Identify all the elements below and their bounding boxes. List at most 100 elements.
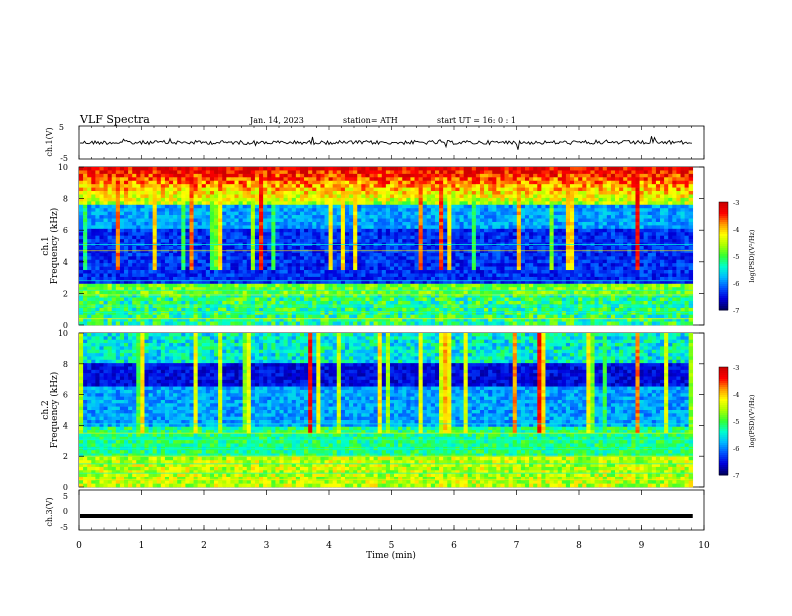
spectrogram-cell: [308, 215, 312, 219]
spectrogram-cell: [472, 219, 476, 223]
spectrogram-cell: [443, 181, 447, 185]
spectrogram-cell: [116, 277, 120, 281]
spectrogram-cell: [500, 270, 504, 274]
spectrogram-cell: [410, 229, 414, 233]
spectrogram-cell: [415, 239, 419, 243]
spectrogram-cell: [382, 212, 386, 216]
spectrogram-cell: [292, 191, 296, 195]
spectrogram-cell: [226, 267, 230, 271]
spectrogram-cell: [541, 188, 545, 192]
spectrogram-cell: [431, 273, 435, 277]
spectrogram-cell: [263, 184, 267, 188]
spectrogram-cell: [79, 249, 83, 253]
spectrogram-cell: [189, 205, 193, 209]
spectrogram-cell: [492, 246, 496, 250]
spectrogram-cell: [509, 249, 513, 253]
spectrogram-cell: [198, 201, 202, 205]
spectrogram-cell: [599, 263, 603, 267]
spectrogram-cell: [492, 270, 496, 274]
spectrogram-cell: [676, 267, 680, 271]
spectrogram-cell: [353, 167, 357, 171]
spectrogram-cell: [320, 246, 324, 250]
spectrogram-cell: [226, 232, 230, 236]
spectrogram-cell: [517, 174, 521, 178]
spectrogram-cell: [680, 253, 684, 257]
spectrogram-cell: [341, 215, 345, 219]
spectrogram-cell: [116, 253, 120, 257]
spectrogram-cell: [685, 256, 689, 260]
spectrogram-cell: [513, 167, 517, 171]
spectrogram-cell: [308, 256, 312, 260]
spectrogram-cell: [99, 222, 103, 226]
spectrogram-cell: [607, 212, 611, 216]
spectrogram-cell: [153, 222, 157, 226]
spectrogram-cell: [226, 198, 230, 202]
spectrogram-cell: [415, 215, 419, 219]
spectrogram-cell: [214, 170, 218, 174]
spectrogram-cell: [304, 232, 308, 236]
spectrogram-cell: [194, 270, 198, 274]
spectrogram-cell: [406, 277, 410, 281]
spectrogram-cell: [582, 215, 586, 219]
spectrogram-cell: [439, 246, 443, 250]
spectrogram-cell: [108, 219, 112, 223]
spectrogram-cell: [554, 232, 558, 236]
spectrogram-cell: [210, 188, 214, 192]
spectrogram-cell: [537, 267, 541, 271]
spectrogram-cell: [668, 177, 672, 181]
spectrogram-cell: [402, 260, 406, 264]
spectrogram-cell: [521, 260, 525, 264]
spectrogram-cell: [513, 205, 517, 209]
spectrogram-cell: [631, 256, 635, 260]
spectrogram-cell: [447, 201, 451, 205]
spectrogram-cell: [513, 188, 517, 192]
spectrogram-cell: [390, 167, 394, 171]
spectrogram-cell: [652, 215, 656, 219]
spectrogram-cell: [202, 246, 206, 250]
spectrogram-cell: [120, 222, 124, 226]
spectrogram-cell: [308, 170, 312, 174]
spectrogram-cell: [108, 188, 112, 192]
spectrogram-cell: [640, 239, 644, 243]
spectrogram-cell: [656, 236, 660, 240]
spectrogram-cell: [660, 246, 664, 250]
spectrogram-cell: [234, 174, 238, 178]
spectrogram-cell: [451, 246, 455, 250]
spectrogram-cell: [529, 273, 533, 277]
spectrogram-cell: [153, 201, 157, 205]
spectrogram-cell: [320, 277, 324, 281]
spectrogram-cell: [189, 198, 193, 202]
spectrogram-cell: [267, 212, 271, 216]
spectrogram-cell: [415, 205, 419, 209]
spectrogram-cell: [222, 167, 226, 171]
spectrogram-cell: [648, 232, 652, 236]
spectrogram-cell: [108, 256, 112, 260]
spectrogram-cell: [468, 184, 472, 188]
spectrogram-cell: [619, 263, 623, 267]
spectrogram-cell: [640, 232, 644, 236]
spectrogram-cell: [500, 249, 504, 253]
spectrogram-cell: [329, 263, 333, 267]
spectrogram-cell: [230, 239, 234, 243]
spectrogram-cell: [545, 225, 549, 229]
spectrogram-cell: [685, 229, 689, 233]
spectrogram-cell: [533, 191, 537, 195]
spectrogram-cell: [251, 191, 255, 195]
spectrogram-cell: [464, 222, 468, 226]
spectrogram-cell: [128, 188, 132, 192]
spectrogram-cell: [537, 177, 541, 181]
spectrogram-cell: [83, 215, 87, 219]
spectrogram-cell: [541, 260, 545, 264]
spectrogram-cell: [177, 273, 181, 277]
spectrogram-cell: [525, 184, 529, 188]
spectrogram-cell: [165, 267, 169, 271]
spectrogram-cell: [619, 201, 623, 205]
spectrogram-cell: [149, 167, 153, 171]
spectrogram-cell: [140, 277, 144, 281]
spectrogram-cell: [144, 198, 148, 202]
spectrogram-cell: [177, 167, 181, 171]
spectrogram-cell: [202, 239, 206, 243]
spectrogram-cell: [267, 263, 271, 267]
spectrogram-cell: [488, 232, 492, 236]
